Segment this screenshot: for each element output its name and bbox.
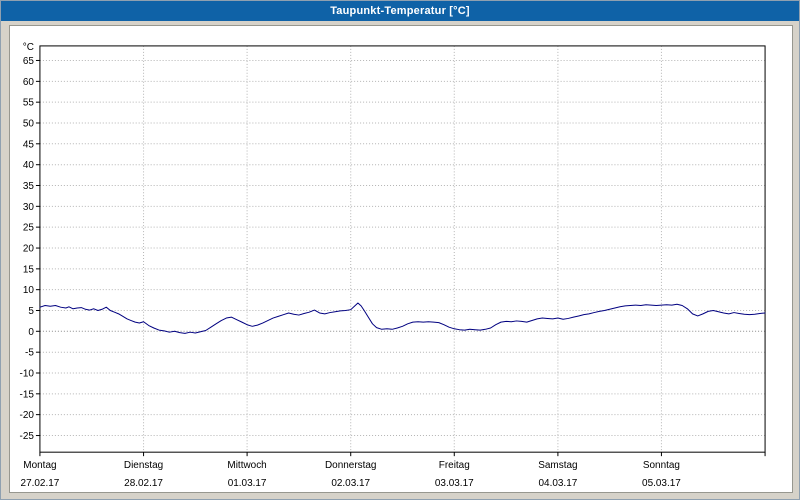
x-weekday-label: Dienstag: [124, 460, 163, 471]
x-weekday-label: Mittwoch: [227, 460, 266, 471]
y-tick-label: 65: [23, 56, 35, 67]
x-date-label: 03.03.17: [435, 478, 474, 489]
x-weekday-label: Freitag: [439, 460, 470, 471]
y-tick-label: 45: [23, 139, 35, 150]
chart-panel: 65 60 55 50 45 40 35 30 25 20 15 10 5 0 -5 -10 -15 -20 -25…: [9, 25, 793, 493]
y-tick-label: 50: [23, 118, 35, 129]
y-tick-label: -10: [20, 369, 35, 380]
y-tick-label: 55: [23, 98, 35, 109]
y-tick-label: 5: [28, 306, 34, 317]
y-tick-label: -5: [25, 348, 34, 359]
x-date-label: 28.02.17: [124, 478, 163, 489]
y-tick-label: 20: [23, 244, 35, 255]
window-titlebar[interactable]: Taupunkt-Temperatur [°C]: [1, 1, 799, 21]
x-date-label: 27.02.17: [21, 478, 60, 489]
x-weekday-label: Montag: [23, 460, 56, 471]
x-weekday-label: Sonntag: [643, 460, 680, 471]
x-weekday-label: Samstag: [538, 460, 577, 471]
window-title: Taupunkt-Temperatur [°C]: [330, 5, 470, 17]
y-tick-label: 0: [28, 327, 34, 338]
chart-svg: 65605550454035302520151050-5-10-15-20-25…: [20, 42, 766, 489]
y-tick-label: -25: [20, 431, 35, 442]
y-tick-label: 35: [23, 181, 35, 192]
y-tick-label: 15: [23, 264, 35, 275]
y-axis-unit-label: °C: [23, 42, 34, 53]
y-tick-label: 25: [23, 223, 35, 234]
x-date-label: 04.03.17: [539, 478, 578, 489]
y-tick-label: -15: [20, 389, 35, 400]
x-date-label: 01.03.17: [228, 478, 267, 489]
y-tick-label: 30: [23, 202, 35, 213]
y-tick-label: 10: [23, 285, 35, 296]
y-tick-label: 40: [23, 160, 35, 171]
y-tick-label: 60: [23, 77, 35, 88]
plot-border: [39, 45, 766, 453]
x-date-label: 05.03.17: [642, 478, 681, 489]
x-date-label: 02.03.17: [331, 478, 370, 489]
data-line: [39, 302, 766, 334]
y-tick-label: -20: [20, 410, 35, 421]
x-weekday-label: Donnerstag: [325, 460, 377, 471]
